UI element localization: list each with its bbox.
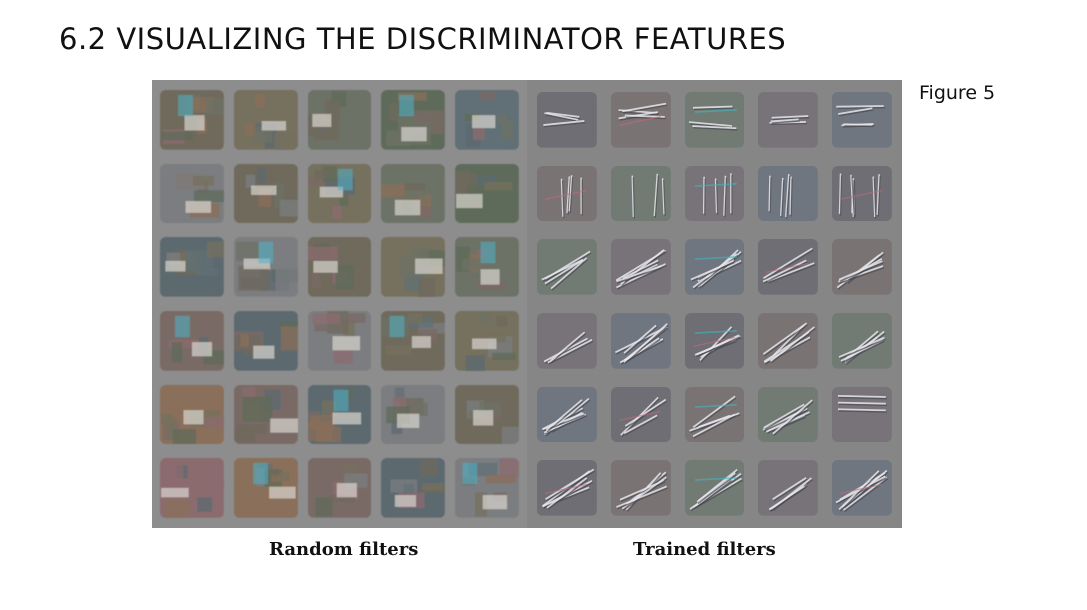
trained-filter-sample	[610, 165, 671, 222]
random-filter-sample	[160, 237, 224, 297]
trained-filter-sample	[758, 92, 819, 148]
random-filter-sample	[233, 163, 298, 224]
random-filter-sample	[160, 163, 224, 224]
trained-filter-sample	[610, 460, 671, 516]
random-filter-sample	[455, 458, 519, 518]
random-filter-sample	[233, 237, 298, 297]
trained-filter-sample	[684, 460, 745, 516]
random-filters-panel	[152, 80, 527, 528]
figure-reference: Figure 5	[919, 82, 996, 104]
trained-filter-sample	[758, 460, 819, 516]
random-filter-sample	[233, 384, 298, 445]
trained-filter-sample	[610, 312, 671, 369]
trained-filter-sample	[684, 312, 745, 369]
random-filter-sample	[381, 458, 446, 518]
trained-filter-sample	[537, 165, 597, 222]
random-filter-sample	[381, 90, 446, 150]
trained-filter-sample	[832, 165, 892, 222]
trained-filter-sample	[758, 386, 819, 443]
trained-filter-sample	[832, 312, 892, 369]
filter-visualization-figure	[152, 80, 902, 528]
random-filter-sample	[455, 163, 519, 224]
random-filter-sample	[307, 310, 372, 371]
trained-filter-sample	[832, 92, 892, 148]
trained-filter-sample	[684, 92, 745, 148]
random-filter-sample	[233, 310, 298, 371]
trained-filter-sample	[684, 239, 745, 295]
trained-filters-label: Trained filters	[633, 539, 776, 560]
trained-filter-sample	[832, 460, 892, 516]
trained-filter-sample	[537, 386, 597, 443]
trained-filters-panel	[527, 80, 902, 528]
random-filter-sample	[307, 458, 372, 518]
random-filter-sample	[160, 90, 224, 150]
random-filter-sample	[381, 384, 446, 445]
random-filter-sample	[455, 90, 519, 150]
trained-filter-sample	[758, 165, 819, 222]
trained-filter-sample	[684, 386, 745, 443]
trained-filter-sample	[537, 92, 597, 148]
trained-filter-sample	[758, 239, 819, 295]
trained-filter-sample	[610, 92, 671, 148]
random-filter-sample	[160, 458, 224, 518]
trained-filter-sample	[758, 312, 819, 369]
trained-filter-sample	[832, 386, 892, 443]
trained-filter-sample	[537, 239, 597, 295]
trained-filter-sample	[832, 239, 892, 295]
slide-title: 6.2 VISUALIZING THE DISCRIMINATOR FEATUR…	[59, 22, 787, 56]
random-filters-label: Random filters	[269, 539, 419, 560]
trained-filter-sample	[610, 386, 671, 443]
trained-filter-sample	[684, 165, 745, 222]
random-filter-sample	[307, 90, 372, 150]
random-filter-sample	[307, 237, 372, 297]
trained-filter-sample	[610, 239, 671, 295]
random-filter-sample	[160, 384, 224, 445]
random-filter-sample	[307, 384, 372, 445]
random-filter-sample	[455, 310, 519, 371]
random-filter-sample	[233, 458, 298, 518]
random-filter-sample	[381, 237, 446, 297]
random-filter-sample	[381, 310, 446, 371]
random-filter-sample	[160, 310, 224, 371]
random-filter-sample	[233, 90, 298, 150]
random-filter-sample	[381, 163, 446, 224]
random-filter-sample	[455, 237, 519, 297]
trained-filter-sample	[537, 460, 597, 516]
trained-filter-sample	[537, 312, 597, 369]
random-filter-sample	[455, 384, 519, 445]
random-filter-sample	[307, 163, 372, 224]
